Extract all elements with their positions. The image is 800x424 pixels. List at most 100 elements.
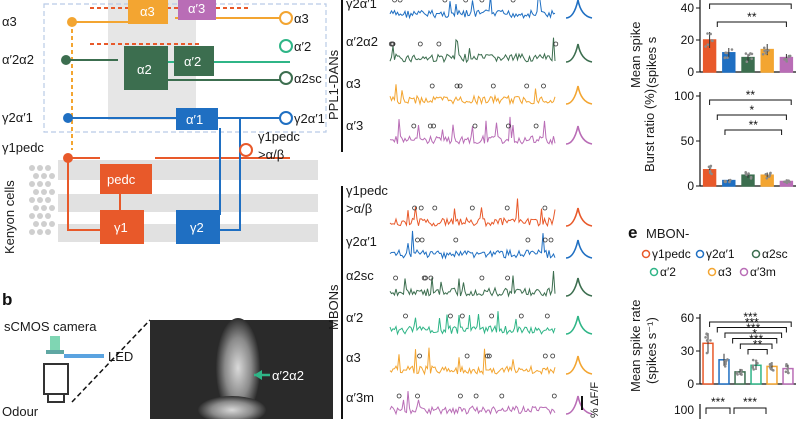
spike-marker: [472, 123, 478, 129]
legend-marker: [695, 249, 705, 259]
chart1-point: [730, 48, 734, 51]
box-pedc: [100, 164, 152, 194]
chart4-sig-bracket: [705, 407, 731, 414]
chart2-point: [787, 179, 790, 182]
chart3-sig-label: ***: [743, 310, 757, 324]
chart1-point: [744, 52, 748, 55]
chart2-point: [768, 174, 772, 177]
chart3-point: [786, 371, 790, 375]
chart1-point: [726, 56, 729, 59]
left-label-a2a2: α′2α2: [2, 52, 34, 67]
dan-trace-g2a1-average: [565, 0, 593, 19]
zoom-line-icon: [71, 319, 151, 403]
box-pedc-label: pedc: [107, 172, 136, 187]
legend-label: α2sc: [762, 247, 788, 261]
chart2-ylabel: Burst ratio (%): [642, 89, 657, 172]
chart1-sig-bracket: [709, 3, 792, 9]
chart3-point: [705, 339, 709, 342]
spike-marker: [393, 275, 399, 281]
chart3-tick-label: 30: [681, 344, 695, 358]
chart1-ylabel-line1: Mean spike: [628, 22, 643, 88]
chart2-sig-label: *: [750, 103, 755, 117]
chart3-sig-bracket: [747, 349, 768, 355]
chart2-point: [783, 180, 786, 184]
legend-label: α′3m: [750, 265, 776, 279]
spike-marker: [542, 237, 548, 243]
chart1-tick-label: 20: [681, 33, 695, 47]
spike-marker: [504, 205, 510, 211]
spike-marker: [541, 83, 546, 89]
right-label-g2a1: γ2α′1: [294, 111, 325, 126]
legend-label: α3: [718, 265, 732, 279]
legend-marker: [751, 249, 761, 259]
chart1-sig-label: **: [747, 10, 757, 24]
led-label: LED: [108, 349, 133, 364]
spike-marker: [544, 313, 550, 319]
trace-layer: [388, 0, 593, 416]
chart4-sig-label: ***: [743, 395, 757, 409]
mbon-trace-a2sc-average: [565, 277, 593, 297]
chart2-sig-label: **: [746, 88, 756, 102]
box-g2-label: γ2: [190, 220, 204, 235]
chart1-sig-bracket: [716, 21, 787, 27]
chart1-point: [762, 46, 766, 50]
chart2-point: [728, 178, 732, 182]
chart3-sig-label: ***: [746, 321, 760, 335]
spike-marker: [510, 0, 516, 3]
chart1-point: [783, 58, 786, 61]
chart2-point: [708, 169, 712, 173]
chart2-point: [764, 172, 768, 176]
chart1-point: [763, 49, 766, 53]
chart-layer: 40200*****100500*****60300**************…: [641, 0, 796, 419]
circuit-diagram: α3 α′3 α2 α′2 α′1 pedc γ1 γ2 α3 α′2α2 γ2…: [2, 0, 327, 254]
chart3-sig-bracket: [732, 338, 778, 344]
chart2-tick-label: 100: [674, 89, 694, 103]
chart2-point: [785, 179, 789, 182]
panel-b-letter: b: [2, 290, 12, 309]
mbon-trace-a2-prime-average: [565, 315, 593, 335]
chart1-point: [785, 58, 788, 61]
chart2-tick-label: 0: [687, 179, 694, 193]
box-a2-prime-label: α′2: [184, 54, 201, 69]
dan-trace-a2a2: [389, 37, 556, 64]
left-label-a3: α3: [2, 14, 17, 29]
spike-marker: [479, 0, 485, 3]
spike-marker: [432, 205, 438, 211]
spike-marker: [550, 353, 556, 359]
chart3-point: [769, 363, 772, 367]
calcium-traces: PPL1-DANs MBONs γ2α′1 α′2α2 α3 α′3 γ1ped…: [326, 0, 601, 419]
spike-marker: [428, 275, 434, 281]
spike-marker: [542, 205, 548, 211]
chart1-tick-label: 40: [681, 1, 695, 15]
mbon-trace-a2sc: [389, 270, 556, 298]
dan-trace-a3-prime: [389, 116, 556, 146]
chart1-point: [704, 45, 707, 48]
spike-marker: [533, 123, 539, 129]
spike-marker: [524, 83, 530, 89]
right-label-ab: >α/β: [258, 147, 284, 162]
spike-marker: [459, 313, 465, 319]
chart1-point: [767, 49, 770, 52]
mbon-trace-g2a1: [389, 230, 556, 260]
chart1-point: [725, 51, 729, 55]
dan-trace-a3-average: [565, 85, 593, 105]
dan-label-a2a2: α′2α2: [346, 34, 378, 49]
box-a3-prime-label: α′3: [188, 1, 205, 16]
spike-marker: [403, 313, 408, 319]
chart1-point: [706, 32, 709, 35]
chart4-sig-bracket: [733, 407, 767, 414]
spike-marker: [518, 313, 524, 319]
box-a2-label: α2: [137, 62, 152, 77]
chart2-point: [747, 172, 750, 175]
chart1-point: [788, 54, 792, 58]
right-label-a2-prime: α′2: [294, 39, 311, 54]
mbon-trace-a3m-average: [565, 395, 593, 415]
mbon-label-g1pedc: γ1pedc: [346, 183, 388, 198]
objective-icon: [43, 363, 69, 395]
chart3-ylabel-line2: (spikes s⁻¹): [644, 317, 659, 384]
dan-trace-a2a2-average: [565, 43, 593, 63]
box-a2: [124, 46, 168, 90]
chart3-point: [768, 366, 772, 369]
right-label-a2sc: α2sc: [294, 71, 322, 86]
spike-marker: [415, 237, 420, 243]
